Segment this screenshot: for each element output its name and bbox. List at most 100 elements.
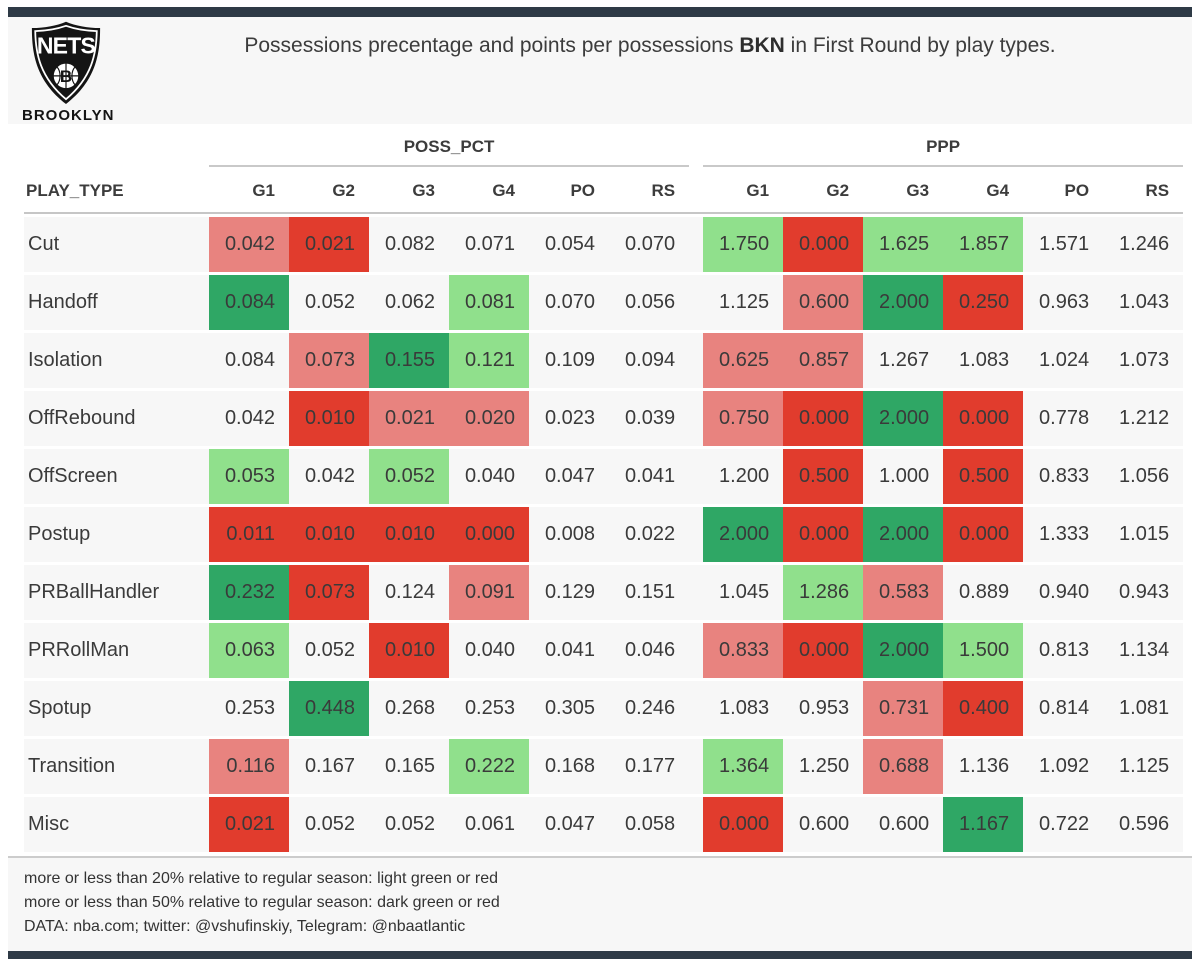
stat-cell-poss-pct-rs: 0.046 [609,623,690,678]
stat-cell-ppp-rs: 1.212 [1103,391,1184,446]
stat-cell-ppp-g2: 0.953 [783,681,864,736]
stat-cell-poss-pct-g3: 0.268 [369,681,449,736]
stat-cell-ppp-g3: 2.000 [863,391,944,446]
stat-cell-ppp-po: 1.024 [1023,333,1104,388]
stat-cell-poss-pct-g1: 0.042 [209,391,289,446]
stat-cell-ppp-g1: 1.045 [703,565,784,620]
title-suffix: in First Round by play types. [784,34,1056,57]
stat-cell-ppp-g2: 0.857 [783,333,864,388]
stat-cell-ppp-g4: 1.500 [943,623,1024,678]
stat-cell-poss-pct-g2: 0.073 [289,565,369,620]
table-row: OffScreen 0.053 0.042 0.052 0.040 0.047 0.041 1… [24,449,1184,504]
play-type-label: PRBallHandler [24,565,209,620]
stat-cell-ppp-g1: 0.833 [703,623,784,678]
column-header-row: PLAY_TYPE G1 G2 G3 G4 PO RS G1 G2 G3 G4 PO RS [24,170,1184,214]
title-prefix: Possessions precentage and points per po… [244,34,740,57]
stat-cell-poss-pct-g4: 0.253 [449,681,529,736]
stat-cell-ppp-g1: 1.364 [703,739,784,794]
stat-cell-poss-pct-g2: 0.021 [289,217,369,272]
legend-note-50pct: more or less than 50% relative to regula… [24,894,500,911]
header: NETS B BROOKLYN Possessions precentage a… [8,17,1192,124]
column-gap [689,681,704,736]
stat-cell-ppp-g2: 0.500 [783,449,864,504]
stat-cell-poss-pct-po: 0.008 [529,507,609,562]
stat-cell-poss-pct-g2: 0.448 [289,681,369,736]
stat-cell-ppp-g3: 0.600 [863,797,944,852]
stat-cell-ppp-g2: 0.000 [783,623,864,678]
stat-cell-poss-pct-g2: 0.042 [289,449,369,504]
column-gap [689,565,704,620]
column-gap [689,507,704,562]
stat-cell-ppp-rs: 1.073 [1103,333,1184,388]
stat-cell-poss-pct-g2: 0.010 [289,507,369,562]
stat-cell-poss-pct-g4: 0.091 [449,565,529,620]
top-accent-bar [8,7,1192,17]
column-gap [689,797,704,852]
stat-cell-poss-pct-po: 0.047 [529,797,609,852]
title-team: BKN [739,34,785,57]
page-title: Possessions precentage and points per po… [8,17,1192,58]
stat-cell-poss-pct-g1: 0.253 [209,681,289,736]
table-row: Postup 0.011 0.010 0.010 0.000 0.008 0.022 2.00… [24,507,1184,562]
column-header-rs: RS [609,170,690,214]
stat-cell-ppp-g3: 1.000 [863,449,944,504]
stats-table-area: POSS_PCT PPP PLAY_TYPE G1 G2 G3 G4 PO RS G1 G2 G… [8,124,1192,855]
stat-cell-poss-pct-g3: 0.021 [369,391,449,446]
stat-cell-ppp-g1: 2.000 [703,507,784,562]
stat-cell-ppp-g4: 1.857 [943,217,1024,272]
stat-cell-ppp-g1: 1.083 [703,681,784,736]
stat-cell-ppp-po: 0.813 [1023,623,1104,678]
stat-cell-ppp-g1: 0.750 [703,391,784,446]
stat-cell-poss-pct-g2: 0.167 [289,739,369,794]
stat-cell-poss-pct-po: 0.041 [529,623,609,678]
stat-cell-ppp-rs: 1.081 [1103,681,1184,736]
stat-cell-poss-pct-g1: 0.042 [209,217,289,272]
stat-cell-ppp-g1: 0.625 [703,333,784,388]
stat-cell-ppp-g3: 2.000 [863,507,944,562]
stat-cell-poss-pct-g4: 0.121 [449,333,529,388]
stat-cell-poss-pct-g4: 0.000 [449,507,529,562]
stat-cell-ppp-g1: 0.000 [703,797,784,852]
stat-cell-ppp-rs: 0.596 [1103,797,1184,852]
column-header-g4: G4 [943,170,1024,214]
stat-cell-poss-pct-g4: 0.040 [449,449,529,504]
stat-cell-poss-pct-g3: 0.052 [369,797,449,852]
column-header-g2: G2 [289,170,369,214]
stat-cell-ppp-g2: 0.600 [783,275,864,330]
column-header-po: PO [529,170,609,214]
stat-cell-poss-pct-po: 0.047 [529,449,609,504]
stat-cell-ppp-po: 0.940 [1023,565,1104,620]
column-header-g2: G2 [783,170,864,214]
row-header-play-type: PLAY_TYPE [24,170,209,214]
stat-cell-ppp-g2: 0.000 [783,507,864,562]
column-gap [689,217,704,272]
play-type-label: PRRollMan [24,623,209,678]
logo-ball-letter: B [60,67,72,86]
stat-cell-poss-pct-g1: 0.084 [209,333,289,388]
stat-cell-ppp-g3: 0.583 [863,565,944,620]
table-row: Cut 0.042 0.021 0.082 0.071 0.054 0.070 1.750 0.… [24,217,1184,272]
table-row: Handoff 0.084 0.052 0.062 0.081 0.070 0.056 1.1… [24,275,1184,330]
stat-cell-poss-pct-g4: 0.081 [449,275,529,330]
column-header-g3: G3 [863,170,944,214]
stat-cell-ppp-rs: 1.246 [1103,217,1184,272]
stat-cell-poss-pct-rs: 0.177 [609,739,690,794]
stat-cell-ppp-rs: 1.015 [1103,507,1184,562]
stat-cell-ppp-rs: 1.134 [1103,623,1184,678]
stat-cell-ppp-po: 1.571 [1023,217,1104,272]
stat-cell-ppp-g1: 1.750 [703,217,784,272]
stat-cell-poss-pct-rs: 0.056 [609,275,690,330]
stat-cell-poss-pct-g4: 0.061 [449,797,529,852]
data-source-note: DATA: nba.com; twitter: @vshufinskiy, Te… [24,918,466,935]
column-header-rs: RS [1103,170,1184,214]
stat-cell-poss-pct-po: 0.305 [529,681,609,736]
play-type-label: OffRebound [24,391,209,446]
stat-cell-ppp-po: 0.963 [1023,275,1104,330]
footer-notes: more or less than 20% relative to regula… [8,856,1192,951]
column-header-g1: G1 [209,170,289,214]
stat-cell-ppp-g2: 0.000 [783,217,864,272]
stat-cell-ppp-g3: 1.267 [863,333,944,388]
nets-logo: NETS B BROOKLYN [22,21,113,124]
stat-cell-poss-pct-rs: 0.022 [609,507,690,562]
table-row: PRRollMan 0.063 0.052 0.010 0.040 0.041 0.046 0… [24,623,1184,678]
